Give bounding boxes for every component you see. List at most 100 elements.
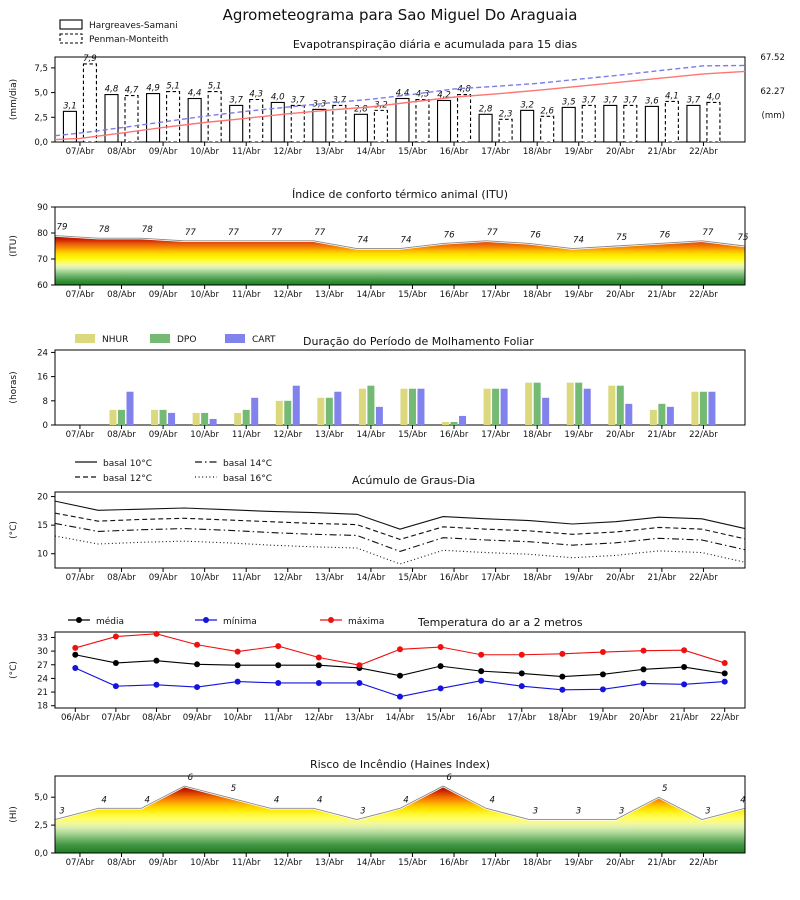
data-point-marker [72, 651, 79, 658]
bar-dpo [658, 403, 666, 425]
chart-title: Evapotranspiração diária e acumulada par… [293, 38, 578, 51]
bar-dpo [699, 391, 707, 425]
legend-label: máxima [348, 617, 384, 627]
x-tick-label: 07/Abr [66, 147, 95, 157]
y-tick-label: 15 [37, 521, 48, 531]
x-tick-label: 10/Abr [190, 147, 219, 157]
x-tick-label: 16/Abr [440, 858, 469, 868]
x-tick-label: 14/Abr [386, 713, 415, 723]
bar [520, 109, 535, 143]
y-axis-label: (°C) [9, 521, 19, 539]
y-tick-label: 24 [37, 348, 48, 358]
x-tick-label: 16/Abr [440, 573, 469, 583]
data-point-marker [599, 671, 606, 678]
data-point-marker [681, 647, 688, 654]
y-axis-label: (mm/dia) [9, 79, 19, 120]
y-tick-label: 80 [37, 229, 48, 239]
x-tick-label: 14/Abr [357, 147, 386, 157]
data-point-marker [275, 662, 282, 669]
x-tick-label: 22/Abr [689, 147, 718, 157]
x-tick-label: 13/Abr [315, 147, 344, 157]
chart-leaf-wetness: Duração do Período de Molhamento Foliar (… [9, 334, 746, 440]
bar-dpo [492, 388, 500, 425]
x-tick-label: 07/Abr [66, 290, 95, 300]
x-tick-label: 12/Abr [273, 430, 302, 440]
bar-value-label: 3,1 [63, 101, 77, 111]
bar [540, 115, 555, 143]
x-tick-label: 13/Abr [345, 713, 374, 723]
bar-value-label: 3,6 [645, 96, 659, 106]
chart-degree-days: basal 10°C basal 12°C basal 14°C basal 16°C… [9, 459, 746, 583]
x-tick-label: 17/Abr [481, 573, 510, 583]
x-tick-label: 22/Abr [689, 858, 718, 868]
x-tick-label: 11/Abr [232, 290, 261, 300]
legend-label: mínima [223, 617, 257, 627]
data-point-marker [397, 646, 403, 653]
legend-label: DPO [177, 335, 196, 345]
legend-swatch [75, 334, 95, 343]
data-point-marker [234, 678, 241, 685]
data-point-label: 3 [533, 807, 538, 817]
data-point-marker [315, 654, 322, 661]
bar-value-label: 2,8 [354, 104, 368, 114]
bar-value-label: 5,1 [166, 82, 180, 92]
data-point-label: 76 [530, 230, 541, 240]
bar [187, 97, 202, 143]
y-tick-label: 0 [43, 421, 48, 431]
bar [603, 104, 618, 143]
y-tick-label: 90 [37, 203, 48, 213]
x-tick-label: 15/Abr [398, 147, 427, 157]
legend-swatch [59, 33, 83, 44]
x-tick-label: 12/Abr [273, 147, 302, 157]
data-point-label: 5 [662, 784, 667, 794]
legend-swatch [59, 19, 83, 30]
data-point-label: 6 [446, 773, 452, 783]
x-tick-label: 22/Abr [710, 713, 739, 723]
data-point-marker [559, 650, 566, 657]
plot-frame [54, 206, 746, 286]
bar-value-label: 3,7 [291, 95, 305, 105]
bar-dpo [575, 382, 583, 425]
bar-value-label: 4,2 [437, 90, 451, 100]
plot-frame [54, 349, 746, 426]
data-point-marker [437, 685, 444, 692]
data-point-marker [721, 670, 728, 677]
data-point-marker [356, 679, 363, 686]
legend-label: Hargreaves-Samani [89, 21, 178, 31]
x-tick-label: 16/Abr [467, 713, 496, 723]
bar [312, 108, 327, 143]
data-point-label: 4 [490, 795, 495, 805]
x-tick-label: 09/Abr [149, 430, 178, 440]
x-tick-label: 22/Abr [689, 573, 718, 583]
data-point-marker [721, 659, 728, 666]
x-tick-label: 19/Abr [564, 147, 593, 157]
x-tick-label: 09/Abr [149, 858, 178, 868]
bar-dpo [408, 388, 416, 425]
bar-nhur [400, 388, 408, 425]
bar-dpo [450, 421, 458, 425]
bar [146, 93, 161, 143]
y-tick-label: 5,0 [34, 89, 48, 99]
bar-value-label: 3,2 [520, 100, 534, 110]
x-tick-label: 16/Abr [440, 147, 469, 157]
bar-value-label: 4,7 [125, 86, 139, 96]
cumulative-end-label: 62.27 [760, 87, 785, 97]
x-tick-label: 18/Abr [523, 858, 552, 868]
area-fill [55, 235, 745, 285]
bar-cart [666, 406, 674, 425]
x-tick-label: 20/Abr [629, 713, 658, 723]
cumulative-end-label: 67.52 [760, 53, 785, 63]
x-tick-label: 18/Abr [523, 290, 552, 300]
bar-cart [542, 397, 550, 425]
x-tick-label: 08/Abr [107, 573, 136, 583]
x-tick-label: 22/Abr [689, 290, 718, 300]
cumulative-line [54, 64, 746, 137]
x-tick-label: 10/Abr [190, 573, 219, 583]
bar [207, 91, 222, 143]
bar-cart [583, 388, 591, 425]
y-tick-label: 20 [37, 493, 48, 503]
data-point-label: 4 [145, 795, 150, 805]
bar-nhur [317, 397, 325, 425]
data-point-marker [315, 662, 322, 669]
